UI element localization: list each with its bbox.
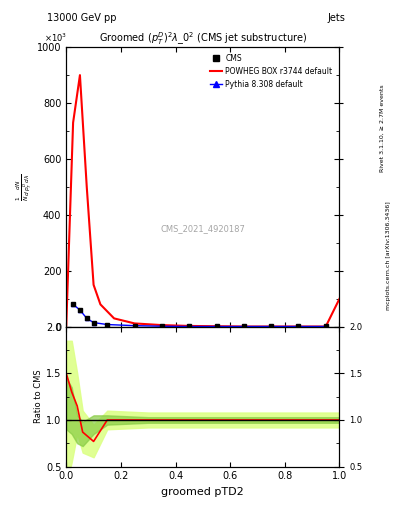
Text: Rivet 3.1.10, ≥ 2.7M events: Rivet 3.1.10, ≥ 2.7M events (380, 84, 385, 172)
POWHEG BOX r3744 default (71, 120, 75, 126)
POWHEG BOX r3744 default (296, 324, 301, 330)
Text: mcplots.cern.ch [arXiv:1306.3436]: mcplots.cern.ch [arXiv:1306.3436] (386, 202, 391, 310)
POWHEG BOX r3744 default (214, 323, 219, 329)
Pythia 8.308 default (160, 323, 164, 329)
Y-axis label: Ratio to CMS: Ratio to CMS (34, 370, 43, 423)
POWHEG BOX r3744 default (77, 72, 82, 78)
Pythia 8.308 default (296, 324, 301, 330)
Text: 13000 GeV pp: 13000 GeV pp (47, 13, 117, 23)
Y-axis label: $\frac{1}{N}\frac{dN}{d\,p_T^D\,d\lambda}$: $\frac{1}{N}\frac{dN}{d\,p_T^D\,d\lambda… (15, 173, 34, 201)
Pythia 8.308 default (91, 319, 96, 326)
Pythia 8.308 default (132, 323, 137, 329)
Line: POWHEG BOX r3744 default: POWHEG BOX r3744 default (66, 75, 340, 327)
Text: CMS_2021_4920187: CMS_2021_4920187 (160, 224, 245, 233)
Line: Pythia 8.308 default: Pythia 8.308 default (71, 302, 328, 329)
Legend: CMS, POWHEG BOX r3744 default, Pythia 8.308 default: CMS, POWHEG BOX r3744 default, Pythia 8.… (207, 51, 336, 92)
Pythia 8.308 default (323, 324, 328, 330)
Pythia 8.308 default (77, 307, 82, 313)
Text: Jets: Jets (328, 13, 346, 23)
Pythia 8.308 default (84, 315, 89, 322)
Pythia 8.308 default (187, 324, 191, 330)
POWHEG BOX r3744 default (269, 324, 274, 330)
Pythia 8.308 default (71, 302, 75, 308)
Text: $\times 10^3$: $\times 10^3$ (44, 31, 68, 44)
POWHEG BOX r3744 default (160, 322, 164, 328)
POWHEG BOX r3744 default (132, 321, 137, 327)
POWHEG BOX r3744 default (91, 282, 96, 288)
X-axis label: groomed pTD2: groomed pTD2 (162, 487, 244, 497)
Pythia 8.308 default (241, 324, 246, 330)
POWHEG BOX r3744 default (241, 324, 246, 330)
POWHEG BOX r3744 default (112, 315, 116, 322)
Title: Groomed $(p_T^D)^2\lambda\_0^2$ (CMS jet substructure): Groomed $(p_T^D)^2\lambda\_0^2$ (CMS jet… (99, 30, 307, 47)
Pythia 8.308 default (214, 324, 219, 330)
POWHEG BOX r3744 default (84, 184, 89, 190)
POWHEG BOX r3744 default (187, 323, 191, 329)
POWHEG BOX r3744 default (337, 296, 342, 302)
POWHEG BOX r3744 default (98, 302, 103, 308)
POWHEG BOX r3744 default (64, 323, 69, 329)
Pythia 8.308 default (105, 322, 110, 328)
Pythia 8.308 default (269, 324, 274, 330)
POWHEG BOX r3744 default (323, 324, 328, 330)
